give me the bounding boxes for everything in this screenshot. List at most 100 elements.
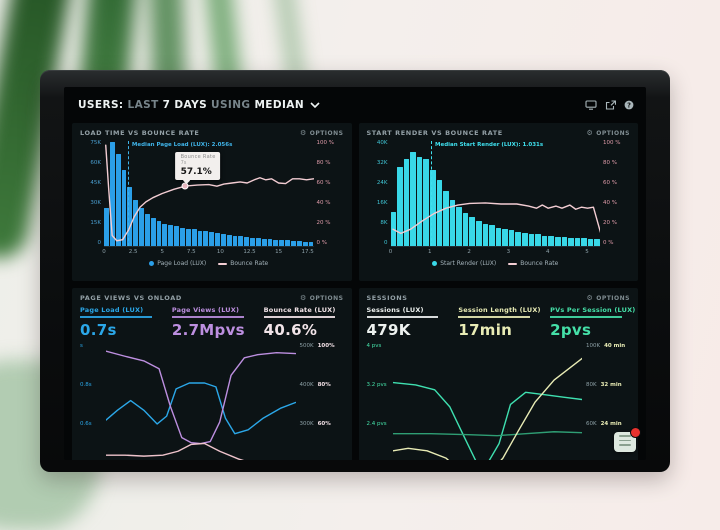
y-axis-right: 100 % 80 % 60 % 40 % 20 % 0 %	[314, 140, 344, 247]
series-lines	[393, 343, 583, 460]
y-axis-tick-primary: 500K	[299, 343, 314, 349]
metric: Page Views (LUX) 2.7Mpvs	[171, 306, 252, 339]
y-axis-tick: 80 %	[603, 160, 617, 167]
panel-header: START RENDER VS BOUNCE RATE ⚙ OPTIONS	[367, 129, 631, 137]
histogram-bar	[568, 238, 574, 246]
tooltip-value: 57.1%	[180, 167, 212, 178]
legend-line-swatch	[508, 262, 518, 265]
display-icon[interactable]	[585, 100, 597, 110]
histogram-bar	[226, 234, 232, 246]
y-axis-tick: 2.4 pvs	[366, 421, 387, 427]
histogram-bar	[179, 227, 185, 246]
options-button[interactable]: ⚙ OPTIONS	[300, 129, 344, 137]
metric: Page Load (LUX) 0.7s	[80, 306, 160, 339]
legend-dot-swatch	[432, 261, 438, 266]
help-icon[interactable]: ?	[624, 100, 634, 110]
x-axis: 0 2.5 5 7.5 10 12.5 15 17.5	[102, 247, 314, 257]
chart-legend: Page Load (LUX) Bounce Rate	[104, 257, 314, 270]
histogram-bar	[261, 239, 267, 246]
histogram-bar	[416, 156, 423, 246]
histogram-bar	[133, 199, 139, 246]
y-axis-tick: 60K 24 min	[586, 421, 622, 427]
metric: Session Length (LUX) 17min	[458, 306, 541, 339]
legend-item[interactable]: Bounce Rate	[508, 260, 558, 267]
options-button[interactable]: ⚙ OPTIONS	[586, 129, 630, 137]
histogram-bar	[115, 153, 121, 246]
metric-label: Sessions (LUX)	[366, 306, 424, 314]
panel-header: LOAD TIME VS BOUNCE RATE ⚙ OPTIONS	[80, 129, 344, 137]
metric: Bounce Rate (LUX) 40.6%	[263, 306, 344, 339]
metric-underline	[263, 316, 336, 318]
y-axis-tick: 75K	[90, 140, 101, 146]
histogram-bar	[561, 236, 568, 246]
y-axis-tick: 0.6s	[80, 421, 92, 427]
x-axis-tick: 4	[545, 249, 550, 255]
x-axis-tick: 15	[275, 249, 283, 255]
y-axis-tick-secondary: 80%	[317, 382, 331, 388]
histogram-bar	[144, 213, 150, 246]
dashboard-grid: LOAD TIME VS BOUNCE RATE ⚙ OPTIONS 75K 60…	[72, 123, 638, 460]
options-button[interactable]: ⚙ OPTIONS	[299, 293, 344, 302]
histogram-bar	[587, 239, 594, 246]
y-axis-right: 100 % 80 % 60 % 40 % 20 % 0 %	[600, 140, 630, 247]
y-axis-tick: 8K	[380, 220, 388, 227]
time-range-dropdown[interactable]: USERS: LAST 7 DAYS USING MEDIAN	[78, 99, 320, 111]
y-axis-tick: 60K	[90, 160, 101, 167]
y-axis-tick: 0	[384, 240, 388, 247]
share-icon[interactable]	[605, 100, 616, 110]
histogram-bar	[267, 239, 273, 246]
histogram-bar	[174, 226, 179, 246]
tooltip-x: 7s	[180, 160, 187, 167]
line-chart: s0.8s0.6s0.4s 500K100%400K80%300K60%200K…	[80, 343, 344, 460]
histogram-bar	[436, 180, 443, 246]
x-axis-tick: 3	[506, 249, 511, 255]
legend-item[interactable]: Start Render (LUX)	[432, 260, 496, 267]
panel-load-time-vs-bounce-rate: LOAD TIME VS BOUNCE RATE ⚙ OPTIONS 75K 60…	[72, 123, 352, 281]
histogram-bar	[244, 236, 250, 246]
median-line: Median Start Render (LUX): 1.031s	[431, 141, 543, 246]
histogram-bar	[291, 241, 296, 246]
median-label: Median Page Load (LUX): 2.056s	[131, 142, 233, 148]
options-button[interactable]: ⚙ OPTIONS	[586, 294, 630, 302]
histogram-bar	[232, 235, 238, 246]
y-axis-left: 40K 32K 24K 16K 8K 0	[367, 140, 391, 247]
x-axis-tick: 17.5	[301, 249, 314, 255]
y-axis-tick-primary: 400K	[299, 382, 314, 388]
y-axis-tick: 24K	[376, 180, 388, 187]
y-axis-tick-secondary: 100%	[317, 343, 335, 349]
y-axis-tick: 400K 80%	[300, 382, 331, 388]
histogram-bar	[238, 236, 244, 246]
metric-underline	[366, 316, 439, 318]
y-axis-tick-primary: 60K	[586, 421, 597, 427]
x-axis-tick: 0	[388, 249, 393, 255]
chevron-down-icon	[310, 102, 320, 108]
panel-sessions: SESSIONS ⚙ OPTIONS Sessions (LUX) 479K Ses…	[358, 288, 638, 460]
histogram-bar	[548, 235, 554, 246]
options-label: OPTIONS	[309, 129, 344, 137]
median-label: Median Start Render (LUX): 1.031s	[435, 142, 544, 148]
x-axis-tick: 10	[216, 249, 224, 255]
histogram-bar	[443, 190, 449, 246]
legend-dot-swatch	[149, 261, 155, 266]
legend-label: Bounce Rate	[520, 260, 559, 267]
histogram-bar	[476, 221, 482, 246]
metric-label: Page Views (LUX)	[171, 306, 240, 314]
svg-text:?: ?	[627, 101, 631, 109]
histogram-bar	[482, 223, 489, 246]
panel-title: LOAD TIME VS BOUNCE RATE	[80, 129, 200, 137]
histogram-bars	[390, 141, 600, 246]
chat-widget[interactable]	[614, 428, 640, 452]
x-axis-tick: 0	[102, 249, 106, 255]
legend-item[interactable]: Page Load (LUX)	[149, 260, 206, 267]
y-axis-tick: 20 %	[316, 220, 331, 227]
median-line: Median Page Load (LUX): 2.056s	[127, 141, 232, 246]
histogram-bar	[541, 235, 548, 246]
metric-label: PVs Per Session (LUX)	[550, 306, 636, 314]
gear-icon: ⚙	[299, 293, 307, 302]
histogram-bar	[535, 234, 541, 246]
legend-item[interactable]: Bounce Rate	[218, 260, 268, 267]
x-axis-tick: 2	[467, 249, 471, 255]
histogram-bar	[469, 217, 476, 246]
histogram-chart: 40K 32K 24K 16K 8K 0 Median Start Render (LUX…	[367, 140, 631, 270]
x-axis-tick: 7.5	[186, 249, 196, 255]
